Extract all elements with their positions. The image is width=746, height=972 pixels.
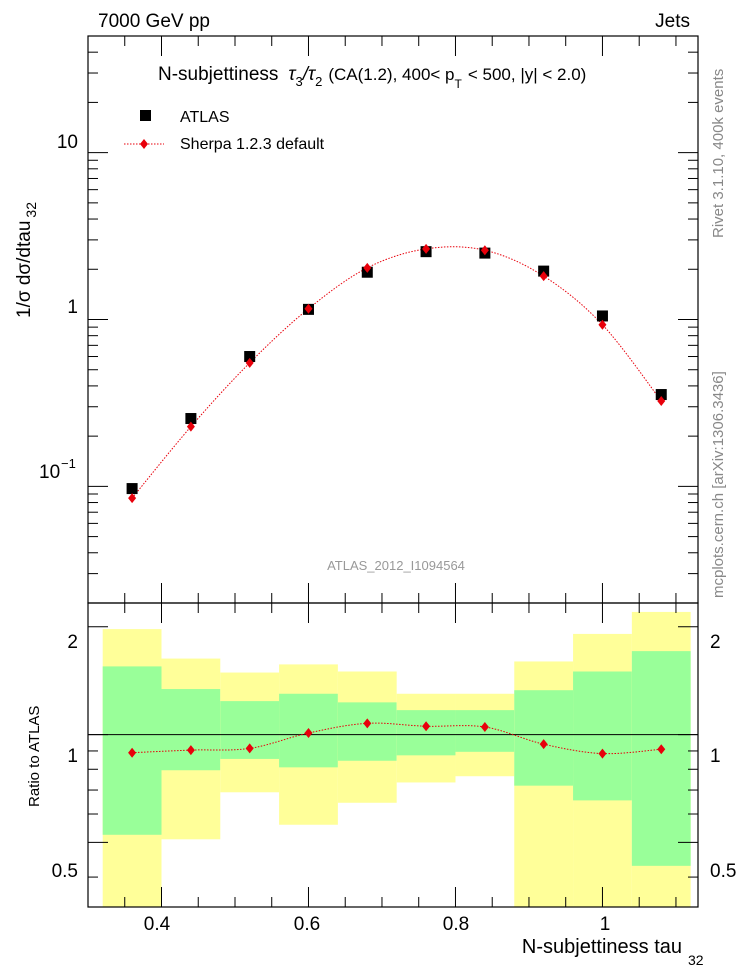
sherpa-point bbox=[422, 243, 431, 254]
sherpa-point bbox=[128, 493, 137, 504]
sherpa-curve bbox=[131, 246, 662, 499]
ratio-sherpa-point bbox=[304, 728, 313, 739]
legend: ATLAS Sherpa 1.2.3 default bbox=[124, 109, 325, 153]
title-rest1: (CA(1.2), 400< p bbox=[328, 65, 454, 84]
ratio-bands bbox=[102, 611, 691, 907]
legend-sherpa-label: Sherpa 1.2.3 default bbox=[180, 136, 325, 153]
ratio-sherpa-point bbox=[128, 747, 137, 758]
analysis-watermark: ATLAS_2012_I1094564 bbox=[327, 558, 465, 573]
sherpa-point bbox=[480, 245, 489, 256]
main-ylabel-sub: 32 bbox=[23, 202, 39, 218]
xtick-label-0.6: 0.6 bbox=[294, 914, 320, 935]
sherpa-point bbox=[245, 357, 254, 368]
ratio-sherpa-point bbox=[539, 739, 548, 750]
ytick-label-0.1-base: 10 bbox=[39, 462, 60, 483]
title-tau3: τ bbox=[288, 64, 297, 85]
title-rest2: < 500, |y| < 2.0) bbox=[468, 65, 586, 84]
ytick-label-10: 10 bbox=[57, 132, 78, 153]
title-main: N-subjettiness bbox=[158, 64, 278, 85]
ratio-xlabel: N-subjettiness tau bbox=[522, 936, 682, 958]
title-sub2: 2 bbox=[315, 74, 322, 89]
ratio-ytick-label-right-1: 1 bbox=[710, 746, 721, 767]
ratio-ytick-label-0.5: 0.5 bbox=[52, 861, 78, 882]
main-ylabel-main: 1/σ dσ/dtau bbox=[14, 221, 35, 318]
ratio-ylabel: Ratio to ATLAS bbox=[26, 706, 43, 807]
sherpa-point bbox=[539, 271, 548, 282]
ratio-band-inner bbox=[514, 690, 574, 786]
atlas-point bbox=[244, 351, 256, 363]
ratio-band-inner bbox=[573, 671, 632, 801]
sherpa-point bbox=[598, 319, 607, 330]
ratio-axis-ticks bbox=[87, 603, 698, 907]
ratio-ytick-label-2: 2 bbox=[67, 632, 78, 653]
ratio-xlabel-main: N-subjettiness tau bbox=[522, 936, 682, 958]
category-label: Jets bbox=[655, 11, 690, 32]
xtick-label-0.4: 0.4 bbox=[144, 914, 171, 935]
ratio-band-inner bbox=[631, 651, 691, 866]
ratio-sherpa-point bbox=[422, 721, 431, 732]
ratio-data-layer bbox=[128, 718, 666, 759]
main-ylabel-text: 1/σ dσ/dtau 32 bbox=[14, 202, 39, 318]
sherpa-point bbox=[657, 395, 666, 406]
ratio-ytick-label-1: 1 bbox=[67, 746, 78, 767]
xtick-label-1: 1 bbox=[600, 914, 611, 935]
ratio-xlabel-sub: 32 bbox=[688, 952, 704, 968]
main-data-layer bbox=[126, 243, 667, 504]
rivet-version-label: Rivet 3.1.10, 400k events bbox=[710, 69, 727, 238]
atlas-point bbox=[185, 413, 197, 425]
ytick-label-1: 1 bbox=[67, 297, 78, 318]
title-subT: T bbox=[455, 77, 463, 91]
ratio-sherpa-point bbox=[186, 745, 195, 756]
title-slash: /τ bbox=[301, 64, 317, 85]
legend-atlas-marker bbox=[140, 110, 151, 121]
atlas-point bbox=[596, 310, 608, 322]
atlas-point bbox=[655, 389, 667, 401]
main-ylabel: 1/σ dσ/dtau 32 bbox=[14, 202, 39, 318]
ratio-ytick-label-right-0.5: 0.5 bbox=[710, 861, 736, 882]
sherpa-point bbox=[363, 262, 372, 273]
ratio-sherpa-point bbox=[598, 748, 607, 759]
plot-title: N-subjettiness τ3/τ2 (CA(1.2), 400< pT < 50… bbox=[158, 64, 586, 91]
ratio-band-inner bbox=[396, 710, 456, 756]
atlas-point bbox=[126, 483, 138, 495]
ratio-sherpa-point bbox=[245, 743, 254, 754]
main-axis-ticks bbox=[87, 35, 698, 604]
ratio-ytick-label-right-2: 2 bbox=[710, 632, 721, 653]
main-panel: 10 1 10 −1 1/σ dσ/dtau 32 N-subjettiness τ… bbox=[14, 35, 699, 604]
mcplots-reference-label: mcplots.cern.ch [arXiv:1306.3436] bbox=[710, 371, 727, 598]
ratio-panel: 2 1 0.5 2 1 0.5 Ratio to ATLAS 0.4 0.6 0… bbox=[26, 602, 736, 968]
ratio-sherpa-point bbox=[657, 744, 666, 755]
sherpa-point bbox=[304, 303, 313, 314]
energy-label: 7000 GeV pp bbox=[98, 11, 210, 32]
legend-atlas-label: ATLAS bbox=[180, 109, 230, 126]
sherpa-point bbox=[186, 421, 195, 432]
ratio-sherpa-point bbox=[363, 718, 372, 729]
legend-sherpa-marker bbox=[140, 139, 148, 149]
ratio-sherpa-curve bbox=[132, 722, 662, 755]
ytick-label-0.1-exponent: −1 bbox=[61, 456, 76, 471]
ratio-sherpa-point bbox=[480, 721, 489, 732]
title-sub3: 3 bbox=[296, 74, 303, 89]
ratio-band-inner bbox=[161, 689, 221, 771]
xtick-label-0.8: 0.8 bbox=[443, 914, 469, 935]
ratio-plot-frame bbox=[87, 602, 699, 908]
ratio-band-inner bbox=[337, 702, 397, 761]
